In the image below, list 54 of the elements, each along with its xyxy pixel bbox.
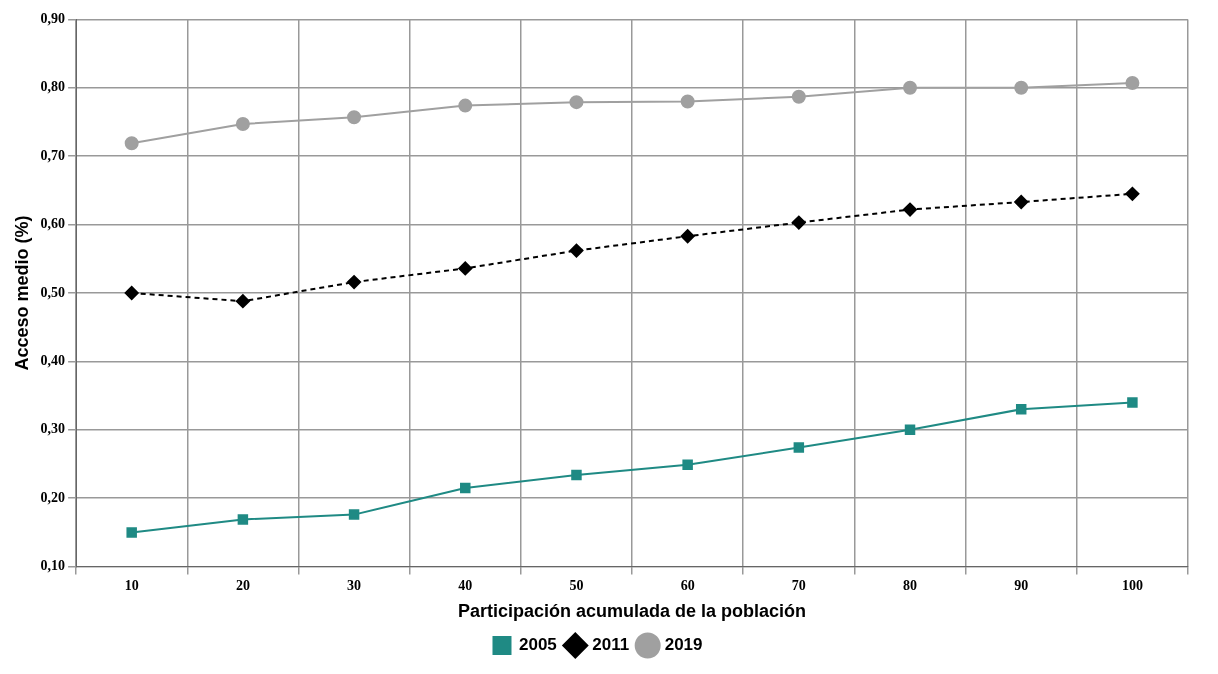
y-tick-label: 0,50 [40, 284, 66, 300]
point [1014, 195, 1029, 210]
legend-label: 2019 [664, 635, 703, 655]
y-tick-label: 0,80 [40, 79, 66, 95]
point [571, 469, 582, 481]
point [347, 275, 362, 290]
point [680, 94, 695, 109]
point [791, 215, 806, 230]
point [126, 527, 137, 538]
y-tick-label: 0,20 [40, 489, 66, 505]
point [460, 482, 471, 494]
point [904, 424, 916, 436]
point [237, 514, 249, 525]
point [1015, 404, 1027, 415]
point [791, 89, 806, 104]
point [124, 286, 139, 300]
point [680, 229, 695, 244]
x-tick-label: 40 [458, 577, 473, 593]
point [347, 110, 362, 125]
point [1125, 186, 1140, 201]
point [235, 117, 250, 132]
point [903, 80, 918, 95]
x-tick-label: 90 [1014, 577, 1029, 593]
x-tick-label: 100 [1121, 577, 1143, 593]
legend-label: 2011 [592, 635, 630, 655]
point [682, 459, 693, 470]
y-tick-label: 0,70 [40, 147, 66, 163]
point [903, 202, 918, 217]
point [124, 136, 139, 151]
point [458, 98, 473, 113]
x-tick-label: 80 [903, 577, 918, 593]
x-axis-title: Participación acumulada de la población [458, 601, 807, 622]
x-tick-label: 50 [569, 577, 584, 593]
x-tick-label: 30 [347, 577, 362, 593]
x-tick-label: 10 [124, 577, 139, 593]
y-tick-label: 0,10 [40, 558, 66, 574]
x-tick-label: 20 [235, 577, 250, 593]
point [569, 95, 584, 110]
point [1127, 397, 1138, 408]
point [1125, 76, 1140, 91]
y-tick-label: 0,40 [40, 353, 66, 369]
point [235, 294, 250, 309]
y-axis-title: Acceso medio (%) [11, 215, 32, 371]
point [458, 261, 473, 276]
point [793, 442, 805, 453]
point [348, 509, 360, 520]
legend-label: 2005 [518, 635, 557, 655]
point [1014, 80, 1029, 95]
x-tick-label: 70 [791, 577, 806, 593]
y-tick-label: 0,30 [40, 421, 66, 437]
y-tick-label: 0,90 [40, 11, 66, 27]
point [569, 243, 584, 258]
y-tick-label: 0,60 [40, 216, 66, 232]
x-tick-label: 60 [680, 577, 695, 593]
